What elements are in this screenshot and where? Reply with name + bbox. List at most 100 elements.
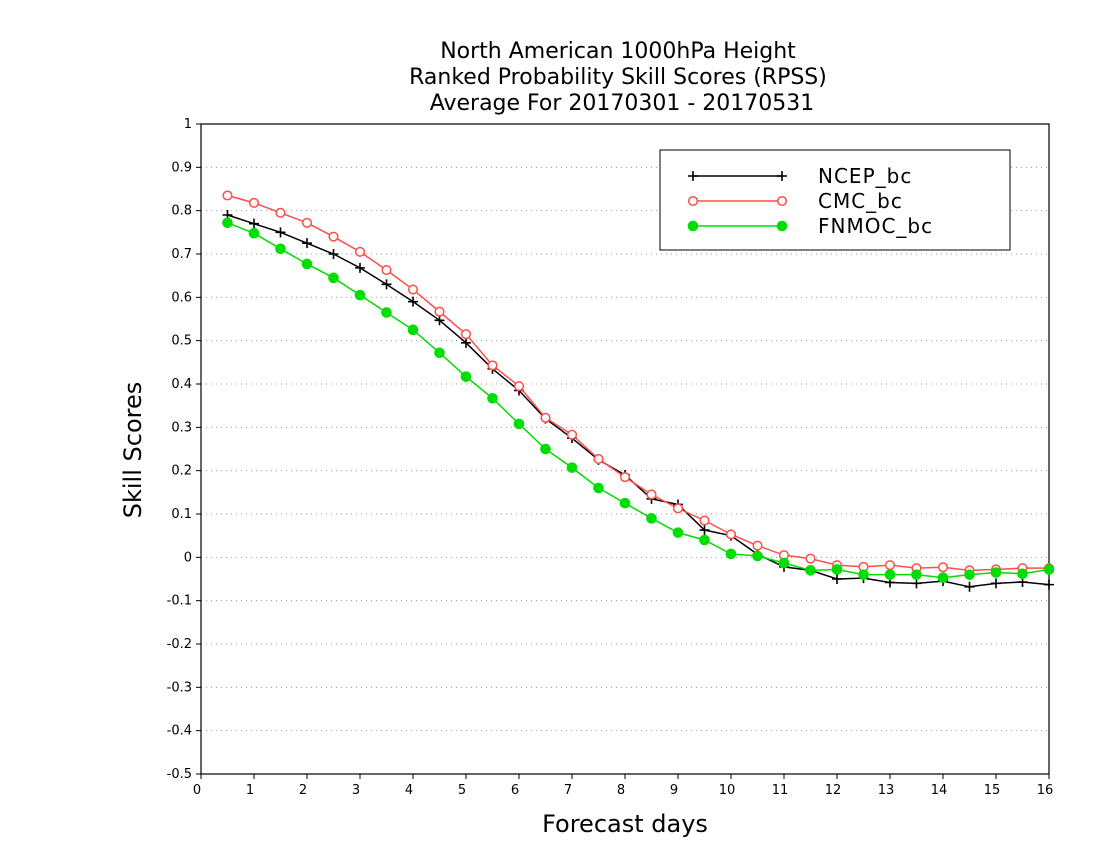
axis-ticks: -0.5 -0.4 -0.3 -0.2 -0.1 0 0.1 0.2 0.3 0.4 0.5 0.6 0… [167, 117, 1054, 798]
legend-item-fnmoc-bc: FNMOC_bc [687, 214, 933, 238]
data-point-fnmoc-bc [487, 393, 498, 404]
x-tick-label: 3 [352, 783, 360, 798]
data-point-fnmoc-bc [911, 569, 922, 580]
y-tick-label: -0.4 [167, 724, 192, 739]
data-point-fnmoc-bc [884, 569, 896, 580]
data-point-fnmoc-bc [275, 243, 286, 255]
legend-marker-ncep-bc [688, 171, 698, 181]
data-point-fnmoc-bc [248, 227, 260, 239]
data-point-ncep-bc [832, 574, 842, 584]
y-tick-label: 0.9 [171, 160, 192, 175]
data-point-cmc-bc [884, 560, 896, 571]
data-point-cmc-bc [301, 217, 313, 228]
title-line-1: North American 1000hPa Height [440, 39, 796, 64]
data-point-fnmoc-bc [699, 534, 710, 546]
y-tick-label: 0 [184, 550, 192, 565]
x-axis-label: Forecast days [542, 810, 708, 838]
x-tick-label: 10 [719, 783, 736, 798]
data-point-cmc-bc [540, 412, 551, 423]
title-line-2: Ranked Probability Skill Scores (RPSS) [409, 65, 827, 90]
data-point-fnmoc-bc [328, 272, 339, 284]
x-tick-label: 2 [299, 783, 307, 798]
data-point-fnmoc-bc [460, 371, 472, 382]
data-point-fnmoc-bc [778, 557, 790, 569]
x-tick-label: 6 [511, 783, 519, 798]
x-tick-label: 15 [984, 783, 1001, 798]
data-point-ncep-bc [249, 218, 259, 229]
data-point-fnmoc-bc [593, 482, 604, 494]
legend-item-cmc-bc: CMC_bc [687, 189, 903, 213]
data-point-fnmoc-bc [434, 347, 445, 359]
data-point-fnmoc-bc [540, 443, 551, 455]
data-point-fnmoc-bc [566, 462, 578, 473]
data-point-fnmoc-bc [646, 513, 657, 524]
data-point-cmc-bc [248, 197, 260, 208]
y-tick-label: -0.3 [167, 680, 192, 695]
series-ncep-bc [222, 210, 1054, 592]
data-point-cmc-bc [407, 284, 419, 295]
data-point-cmc-bc [434, 306, 445, 317]
data-point-fnmoc-bc [990, 567, 1002, 578]
data-point-fnmoc-bc [752, 550, 763, 562]
data-point-fnmoc-bc [1043, 564, 1055, 575]
legend-marker-ncep-bc [777, 171, 787, 181]
data-point-ncep-bc [911, 578, 922, 589]
x-tick-label: 13 [878, 783, 895, 798]
y-tick-label: 0.2 [171, 464, 192, 479]
data-point-fnmoc-bc [858, 569, 869, 580]
data-point-fnmoc-bc [301, 258, 313, 270]
data-point-cmc-bc [937, 562, 949, 573]
x-tick-label: 7 [564, 783, 572, 798]
data-point-ncep-bc [275, 227, 286, 238]
x-tick-label: 5 [458, 783, 466, 798]
legend-marker-fnmoc-bc [776, 220, 788, 232]
data-point-ncep-bc [699, 525, 710, 536]
data-point-fnmoc-bc [937, 572, 949, 584]
data-point-cmc-bc [460, 329, 472, 340]
data-point-fnmoc-bc [407, 324, 419, 336]
legend-marker-cmc-bc [776, 195, 788, 207]
data-point-ncep-bc [964, 581, 975, 592]
data-point-cmc-bc [699, 515, 710, 526]
data-point-cmc-bc [328, 231, 339, 242]
y-tick-label: 0.4 [171, 377, 192, 392]
x-tick-label: 9 [670, 783, 678, 798]
y-tick-label: 1 [184, 117, 192, 132]
x-tick-label: 12 [825, 783, 842, 798]
series-cmc-bc [222, 190, 1055, 576]
data-point-ncep-bc [461, 337, 471, 348]
data-point-cmc-bc [275, 207, 286, 218]
data-point-cmc-bc [222, 190, 233, 201]
y-tick-label: 0.6 [171, 290, 192, 305]
data-point-cmc-bc [672, 503, 684, 514]
legend-label-cmc-bc: CMC_bc [818, 189, 903, 213]
data-point-cmc-bc [381, 264, 392, 276]
data-point-cmc-bc [752, 540, 763, 551]
data-point-fnmoc-bc [964, 569, 975, 580]
y-tick-label: 0.7 [171, 247, 192, 262]
x-tick-label: 11 [772, 783, 789, 798]
y-tick-label: 0.3 [171, 420, 192, 435]
data-point-fnmoc-bc [672, 527, 684, 538]
series-line-cmc-bc [227, 194, 1049, 572]
title-line-3: Average For 20170301 - 20170531 [430, 91, 815, 116]
legend-label-ncep-bc: NCEP_bc [818, 164, 912, 188]
legend-label-fnmoc-bc: FNMOC_bc [818, 214, 933, 238]
data-point-fnmoc-bc [381, 307, 392, 318]
data-point-ncep-bc [1044, 579, 1054, 590]
data-point-ncep-bc [355, 262, 365, 273]
data-point-fnmoc-bc [1017, 568, 1028, 580]
x-tick-label: 4 [405, 783, 413, 798]
data-point-cmc-bc [487, 360, 498, 371]
y-axis-label: Skill Scores [119, 382, 147, 519]
series-line-fnmoc-bc [227, 222, 1050, 579]
data-point-cmc-bc [593, 453, 604, 465]
y-tick-label: -0.2 [167, 637, 192, 652]
data-point-cmc-bc [513, 381, 525, 392]
data-point-ncep-bc [434, 315, 445, 326]
legend-box [659, 149, 1011, 251]
data-point-ncep-bc [408, 296, 418, 307]
x-tick-label: 8 [617, 783, 625, 798]
